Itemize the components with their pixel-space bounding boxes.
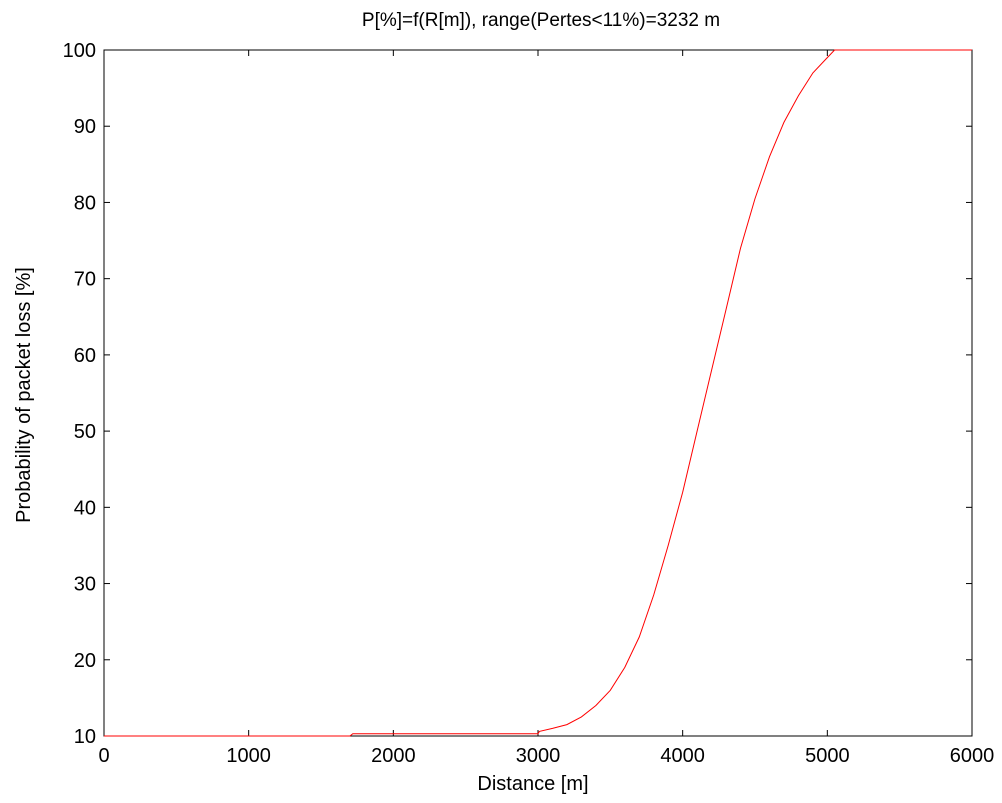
x-tick-label: 6000 bbox=[950, 745, 995, 767]
y-tick-label: 60 bbox=[74, 345, 96, 367]
y-tick-label: 30 bbox=[74, 574, 96, 596]
chart-title: P[%]=f(R[m]), range(Pertes<11%)=3232 m bbox=[362, 10, 720, 31]
y-tick-label: 80 bbox=[74, 192, 96, 214]
y-tick-label: 70 bbox=[74, 269, 96, 291]
y-tick-label: 20 bbox=[74, 650, 96, 672]
y-tick-label: 50 bbox=[74, 421, 96, 443]
axis-ticks bbox=[103, 49, 973, 737]
y-tick-label: 100 bbox=[63, 40, 96, 62]
x-tick-label: 3000 bbox=[516, 745, 561, 767]
y-tick-label: 10 bbox=[74, 726, 96, 748]
y-tick-label: 90 bbox=[74, 116, 96, 138]
x-axis-label: Distance [m] bbox=[477, 773, 588, 795]
y-tick-label: 40 bbox=[74, 497, 96, 519]
y-axis-tick-labels: 10 20 30 40 50 60 70 80 90 100 bbox=[63, 40, 96, 748]
x-axis-tick-labels: 0 1000 2000 3000 4000 5000 6000 bbox=[98, 745, 994, 767]
y-axis-label: Probability of packet loss [%] bbox=[13, 267, 35, 523]
x-tick-label: 0 bbox=[98, 745, 109, 767]
plot-area bbox=[103, 49, 973, 737]
x-tick-label: 1000 bbox=[226, 745, 271, 767]
x-tick-label: 4000 bbox=[660, 745, 705, 767]
x-tick-label: 2000 bbox=[371, 745, 416, 767]
x-tick-label: 5000 bbox=[805, 745, 850, 767]
series-line bbox=[104, 49, 972, 737]
